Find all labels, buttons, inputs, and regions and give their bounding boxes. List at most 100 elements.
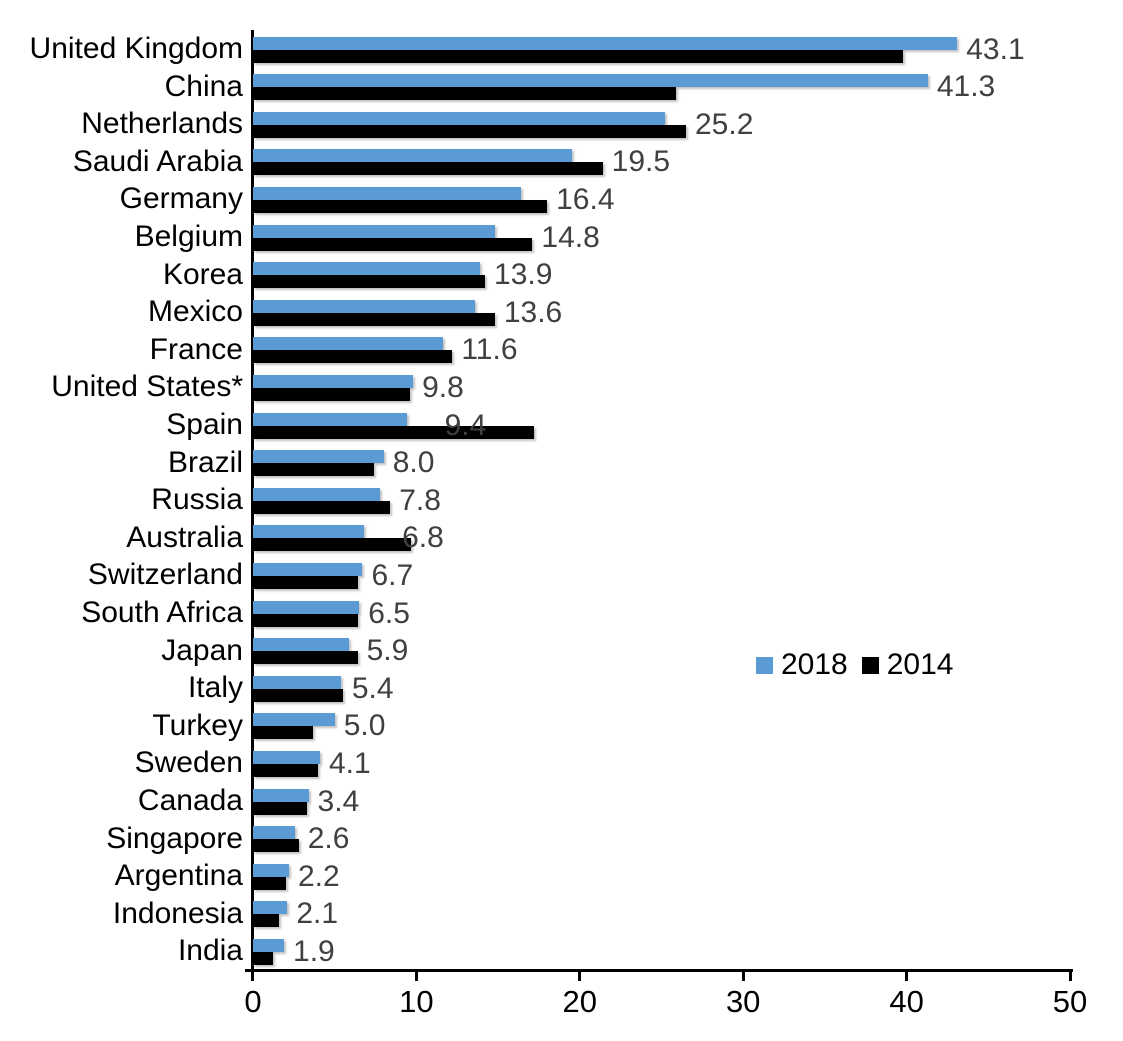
bar-2014-netherlands	[253, 124, 686, 138]
category-label-canada: Canada	[137, 784, 243, 817]
bar-2018-spain	[253, 412, 407, 426]
value-label-australia: 6.8	[402, 521, 444, 555]
bar-2018-russia	[253, 487, 381, 501]
category-label-france: France	[149, 332, 243, 366]
legend-label-2014: 2014	[886, 648, 954, 681]
category-label-belgium: Belgium	[134, 220, 243, 253]
value-label-canada: 3.4	[317, 784, 360, 818]
legend-entry-2014: 2014	[861, 648, 954, 682]
x-tick-label-10: 10	[399, 984, 434, 1019]
value-label-netherlands: 25.2	[695, 107, 754, 141]
x-tick-30	[741, 972, 745, 981]
value-label-singapore: 2.6	[307, 822, 350, 856]
bar-2018-indonesia	[253, 901, 288, 915]
x-axis-line	[245, 969, 1073, 972]
bar-2018-germany	[253, 186, 521, 200]
category-label-china: China	[164, 69, 243, 103]
bar-2014-russia	[253, 500, 391, 514]
bar-2018-switzerland	[253, 562, 363, 576]
bar-2018-mexico	[253, 299, 476, 313]
x-tick-40	[905, 972, 909, 981]
bar-2018-italy	[253, 675, 342, 689]
value-label-belgium: 14.8	[541, 220, 600, 254]
bar-2014-germany	[253, 199, 548, 213]
bar-2018-netherlands	[253, 111, 665, 125]
x-tick-label-0: 0	[244, 984, 262, 1019]
category-label-sweden: Sweden	[134, 746, 243, 780]
category-label-united-kingdom: United Kingdom	[29, 32, 243, 65]
category-label-russia: Russia	[151, 483, 243, 517]
legend-label-2018: 2018	[781, 648, 848, 681]
value-label-sweden: 4.1	[328, 746, 371, 780]
bar-2014-belgium	[253, 237, 533, 251]
bar-2018-argentina	[253, 863, 289, 877]
category-label-indonesia: Indonesia	[112, 896, 243, 930]
category-label-turkey: Turkey	[152, 708, 243, 742]
bar-2014-singapore	[253, 839, 299, 853]
bar-2018-canada	[253, 788, 309, 802]
x-tick-50	[1068, 972, 1072, 981]
bar-2018-united-kingdom	[253, 36, 958, 50]
legend-swatch-icon-2014	[861, 656, 879, 674]
value-label-italy: 5.4	[351, 671, 394, 705]
value-label-south-africa: 6.5	[368, 596, 410, 630]
x-tick-label-40: 40	[889, 984, 924, 1019]
x-tick-20	[578, 972, 582, 981]
legend: 2018 2014	[756, 648, 954, 682]
value-label-argentina: 2.2	[297, 859, 340, 893]
category-label-argentina: Argentina	[114, 859, 243, 893]
bar-2014-saudi-arabia	[253, 162, 603, 176]
category-label-italy: Italy	[187, 671, 243, 705]
category-label-spain: Spain	[166, 408, 243, 441]
bar-2018-china	[253, 74, 928, 88]
legend-entry-2018: 2018	[756, 648, 848, 682]
value-label-france: 11.6	[461, 333, 518, 367]
bar-2018-turkey	[253, 713, 335, 727]
bar-2014-france	[253, 350, 453, 364]
bar-2018-australia	[253, 525, 365, 539]
value-label-korea: 13.9	[494, 258, 553, 292]
category-label-saudi-arabia: Saudi Arabia	[72, 144, 243, 178]
value-label-united-states: 9.8	[422, 370, 464, 404]
value-label-japan: 5.9	[366, 634, 409, 668]
value-label-spain: 9.4	[444, 408, 487, 442]
bar-2014-india	[253, 951, 273, 965]
value-label-switzerland: 6.7	[371, 558, 414, 592]
bar-2014-china	[253, 87, 677, 101]
bar-2014-japan	[253, 651, 358, 665]
category-label-mexico: Mexico	[147, 295, 243, 329]
bar-2014-canada	[253, 801, 307, 815]
bar-2014-argentina	[253, 876, 286, 890]
bar-2014-brazil	[253, 463, 374, 477]
category-label-united-states: United States*	[51, 370, 243, 404]
y-axis-line	[251, 30, 254, 981]
bar-2018-belgium	[253, 224, 495, 238]
category-label-germany: Germany	[119, 182, 243, 216]
category-label-switzerland: Switzerland	[87, 558, 243, 592]
bar-2018-korea	[253, 262, 481, 276]
bar-2018-united-states	[253, 374, 414, 388]
bar-2014-united-states	[253, 387, 410, 401]
category-label-brazil: Brazil	[167, 445, 243, 479]
value-label-saudi-arabia: 19.5	[611, 145, 671, 179]
bar-2014-australia	[253, 538, 412, 552]
category-label-japan: Japan	[161, 633, 243, 667]
bar-2018-france	[253, 337, 443, 351]
bar-2014-united-kingdom	[253, 49, 904, 63]
bar-2014-italy	[253, 688, 343, 702]
bar-2018-sweden	[253, 750, 320, 764]
value-label-turkey: 5.0	[343, 709, 386, 743]
value-label-china: 41.3	[936, 70, 996, 104]
value-label-india: 1.9	[293, 934, 335, 968]
x-tick-10	[414, 972, 418, 981]
category-label-south-africa: South Africa	[81, 596, 243, 629]
x-tick-label-30: 30	[725, 984, 761, 1019]
bar-2014-spain	[253, 425, 535, 439]
value-label-russia: 7.8	[399, 483, 441, 517]
bar-2018-brazil	[253, 450, 384, 464]
bar-2014-sweden	[253, 763, 319, 777]
bar-2014-korea	[253, 275, 486, 289]
value-label-brazil: 8.0	[392, 446, 435, 480]
bar-2018-india	[253, 938, 285, 952]
